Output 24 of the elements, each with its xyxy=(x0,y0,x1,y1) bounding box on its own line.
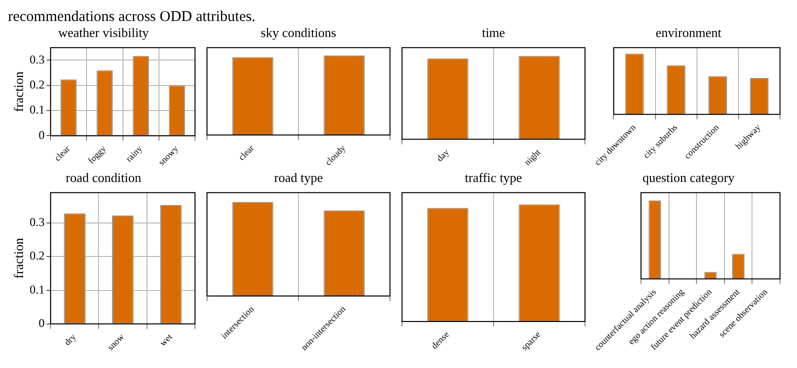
chart-title: question category xyxy=(642,170,736,186)
chart-title: weather visibility xyxy=(58,25,150,40)
y-tick-label: 0 xyxy=(38,316,45,330)
y-tick-label: 0.2 xyxy=(30,78,45,92)
chart-title: environment xyxy=(656,25,722,40)
y-tick-label: 0.1 xyxy=(30,102,45,117)
text: recommendations across ODD attributes. xyxy=(8,8,256,26)
y-tick-label: 0 xyxy=(38,128,45,142)
x-tick-label: day xyxy=(434,146,452,164)
y-axis-title: fraction xyxy=(11,238,26,278)
y-tick-label: 0.3 xyxy=(30,215,45,230)
y-tick-label: 0.2 xyxy=(30,248,45,263)
y-tick-label: 0.3 xyxy=(30,52,45,66)
y-tick-label: 0.1 xyxy=(30,282,45,296)
x-tick-label: dry xyxy=(62,331,78,348)
chart-title: sky conditions xyxy=(260,25,336,40)
chart-title: road condition xyxy=(66,170,142,186)
x-tick-label: wet xyxy=(158,331,174,348)
chart-title: traffic type xyxy=(464,170,522,186)
chart-title: road type xyxy=(274,170,324,186)
y-axis-title: fraction xyxy=(11,70,26,112)
x-tick-label: clear xyxy=(236,142,256,162)
chart-title: time xyxy=(482,25,506,40)
x-tick-label: clear xyxy=(52,144,72,164)
